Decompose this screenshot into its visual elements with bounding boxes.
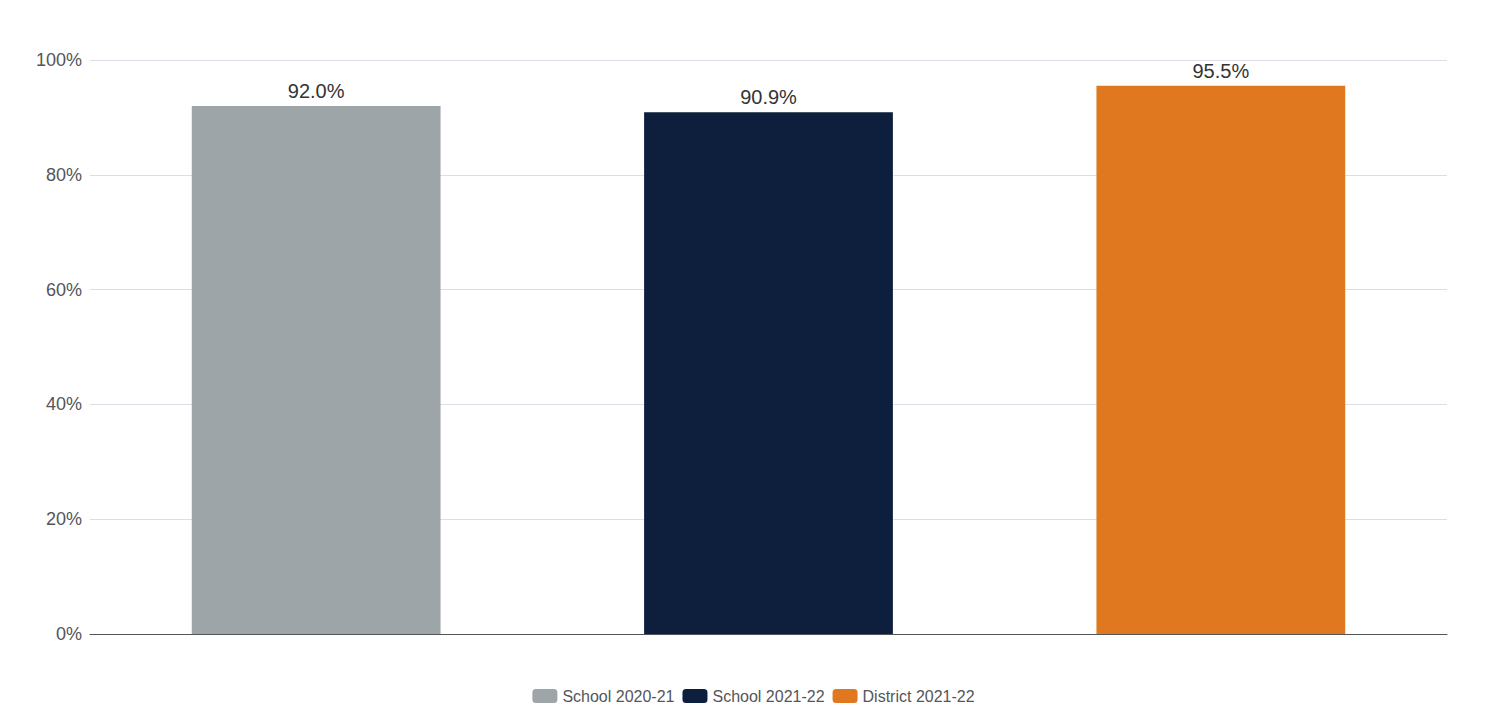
svg-text:90.9%: 90.9% (740, 86, 797, 108)
svg-text:40%: 40% (46, 394, 82, 414)
svg-text:School 2020-21: School 2020-21 (562, 688, 674, 705)
svg-text:0%: 0% (56, 624, 82, 644)
svg-text:60%: 60% (46, 280, 82, 300)
svg-text:92.0%: 92.0% (288, 80, 345, 102)
svg-text:School 2021-22: School 2021-22 (712, 688, 824, 705)
svg-text:95.5%: 95.5% (1192, 60, 1249, 82)
svg-text:District 2021-22: District 2021-22 (863, 688, 975, 705)
svg-text:20%: 20% (46, 509, 82, 529)
svg-text:100%: 100% (36, 50, 82, 70)
svg-text:80%: 80% (46, 165, 82, 185)
